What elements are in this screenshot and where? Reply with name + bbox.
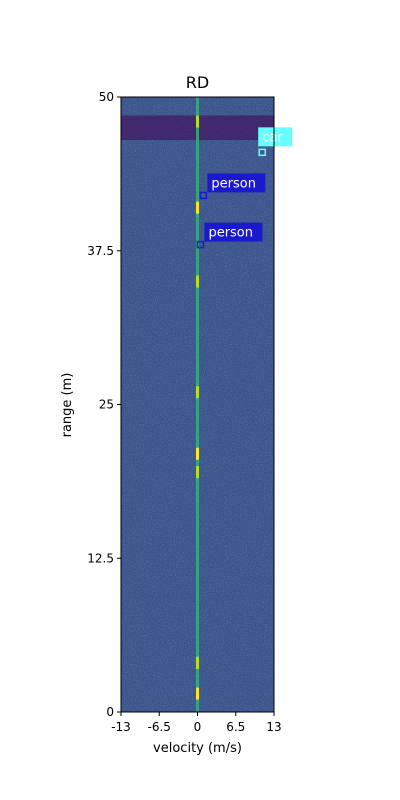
detection-label: person bbox=[211, 176, 256, 191]
detection-label-box bbox=[207, 173, 266, 193]
y-tick-label: 0 bbox=[106, 705, 114, 719]
plot-area: car person person bbox=[120, 96, 293, 713]
detection-label-box bbox=[258, 127, 293, 147]
x-tick-label: 0 bbox=[194, 720, 202, 734]
zero-doppler-hotspots bbox=[196, 115, 199, 700]
x-tick-label: -13 bbox=[111, 720, 131, 734]
detection-label-box bbox=[204, 222, 263, 242]
x-axis-ticks: -13 -6.5 0 6.5 13 bbox=[111, 712, 282, 734]
detection-label: person bbox=[208, 226, 253, 241]
hotspot-mark bbox=[196, 447, 199, 460]
detection-marker bbox=[196, 240, 205, 249]
x-tick-label: -6.5 bbox=[148, 720, 171, 734]
hotspot-mark bbox=[196, 201, 199, 214]
detection-marker bbox=[199, 191, 208, 200]
y-axis-ticks: 0 12.5 25 37.5 50 bbox=[87, 90, 121, 719]
hotspot-mark bbox=[196, 386, 199, 399]
y-axis-label: range (m) bbox=[60, 373, 75, 438]
x-tick-label: 13 bbox=[266, 720, 281, 734]
hotspot-mark bbox=[196, 466, 199, 479]
x-axis-label: velocity (m/s) bbox=[153, 741, 242, 756]
detection-label: car bbox=[262, 130, 283, 145]
zero-doppler-line bbox=[196, 97, 199, 712]
y-tick-label: 12.5 bbox=[87, 551, 114, 565]
hotspot-mark bbox=[196, 275, 199, 288]
hotspot-mark bbox=[196, 687, 199, 700]
y-tick-label: 37.5 bbox=[87, 244, 114, 258]
chart-title: RD bbox=[186, 73, 209, 92]
hotspot-mark bbox=[196, 115, 199, 128]
y-tick-label: 50 bbox=[99, 90, 114, 104]
detection-marker bbox=[258, 148, 266, 157]
y-tick-label: 25 bbox=[99, 398, 114, 412]
detections: car person person bbox=[196, 127, 293, 249]
hotspot-mark bbox=[196, 656, 199, 669]
x-tick-label: 6.5 bbox=[226, 720, 245, 734]
